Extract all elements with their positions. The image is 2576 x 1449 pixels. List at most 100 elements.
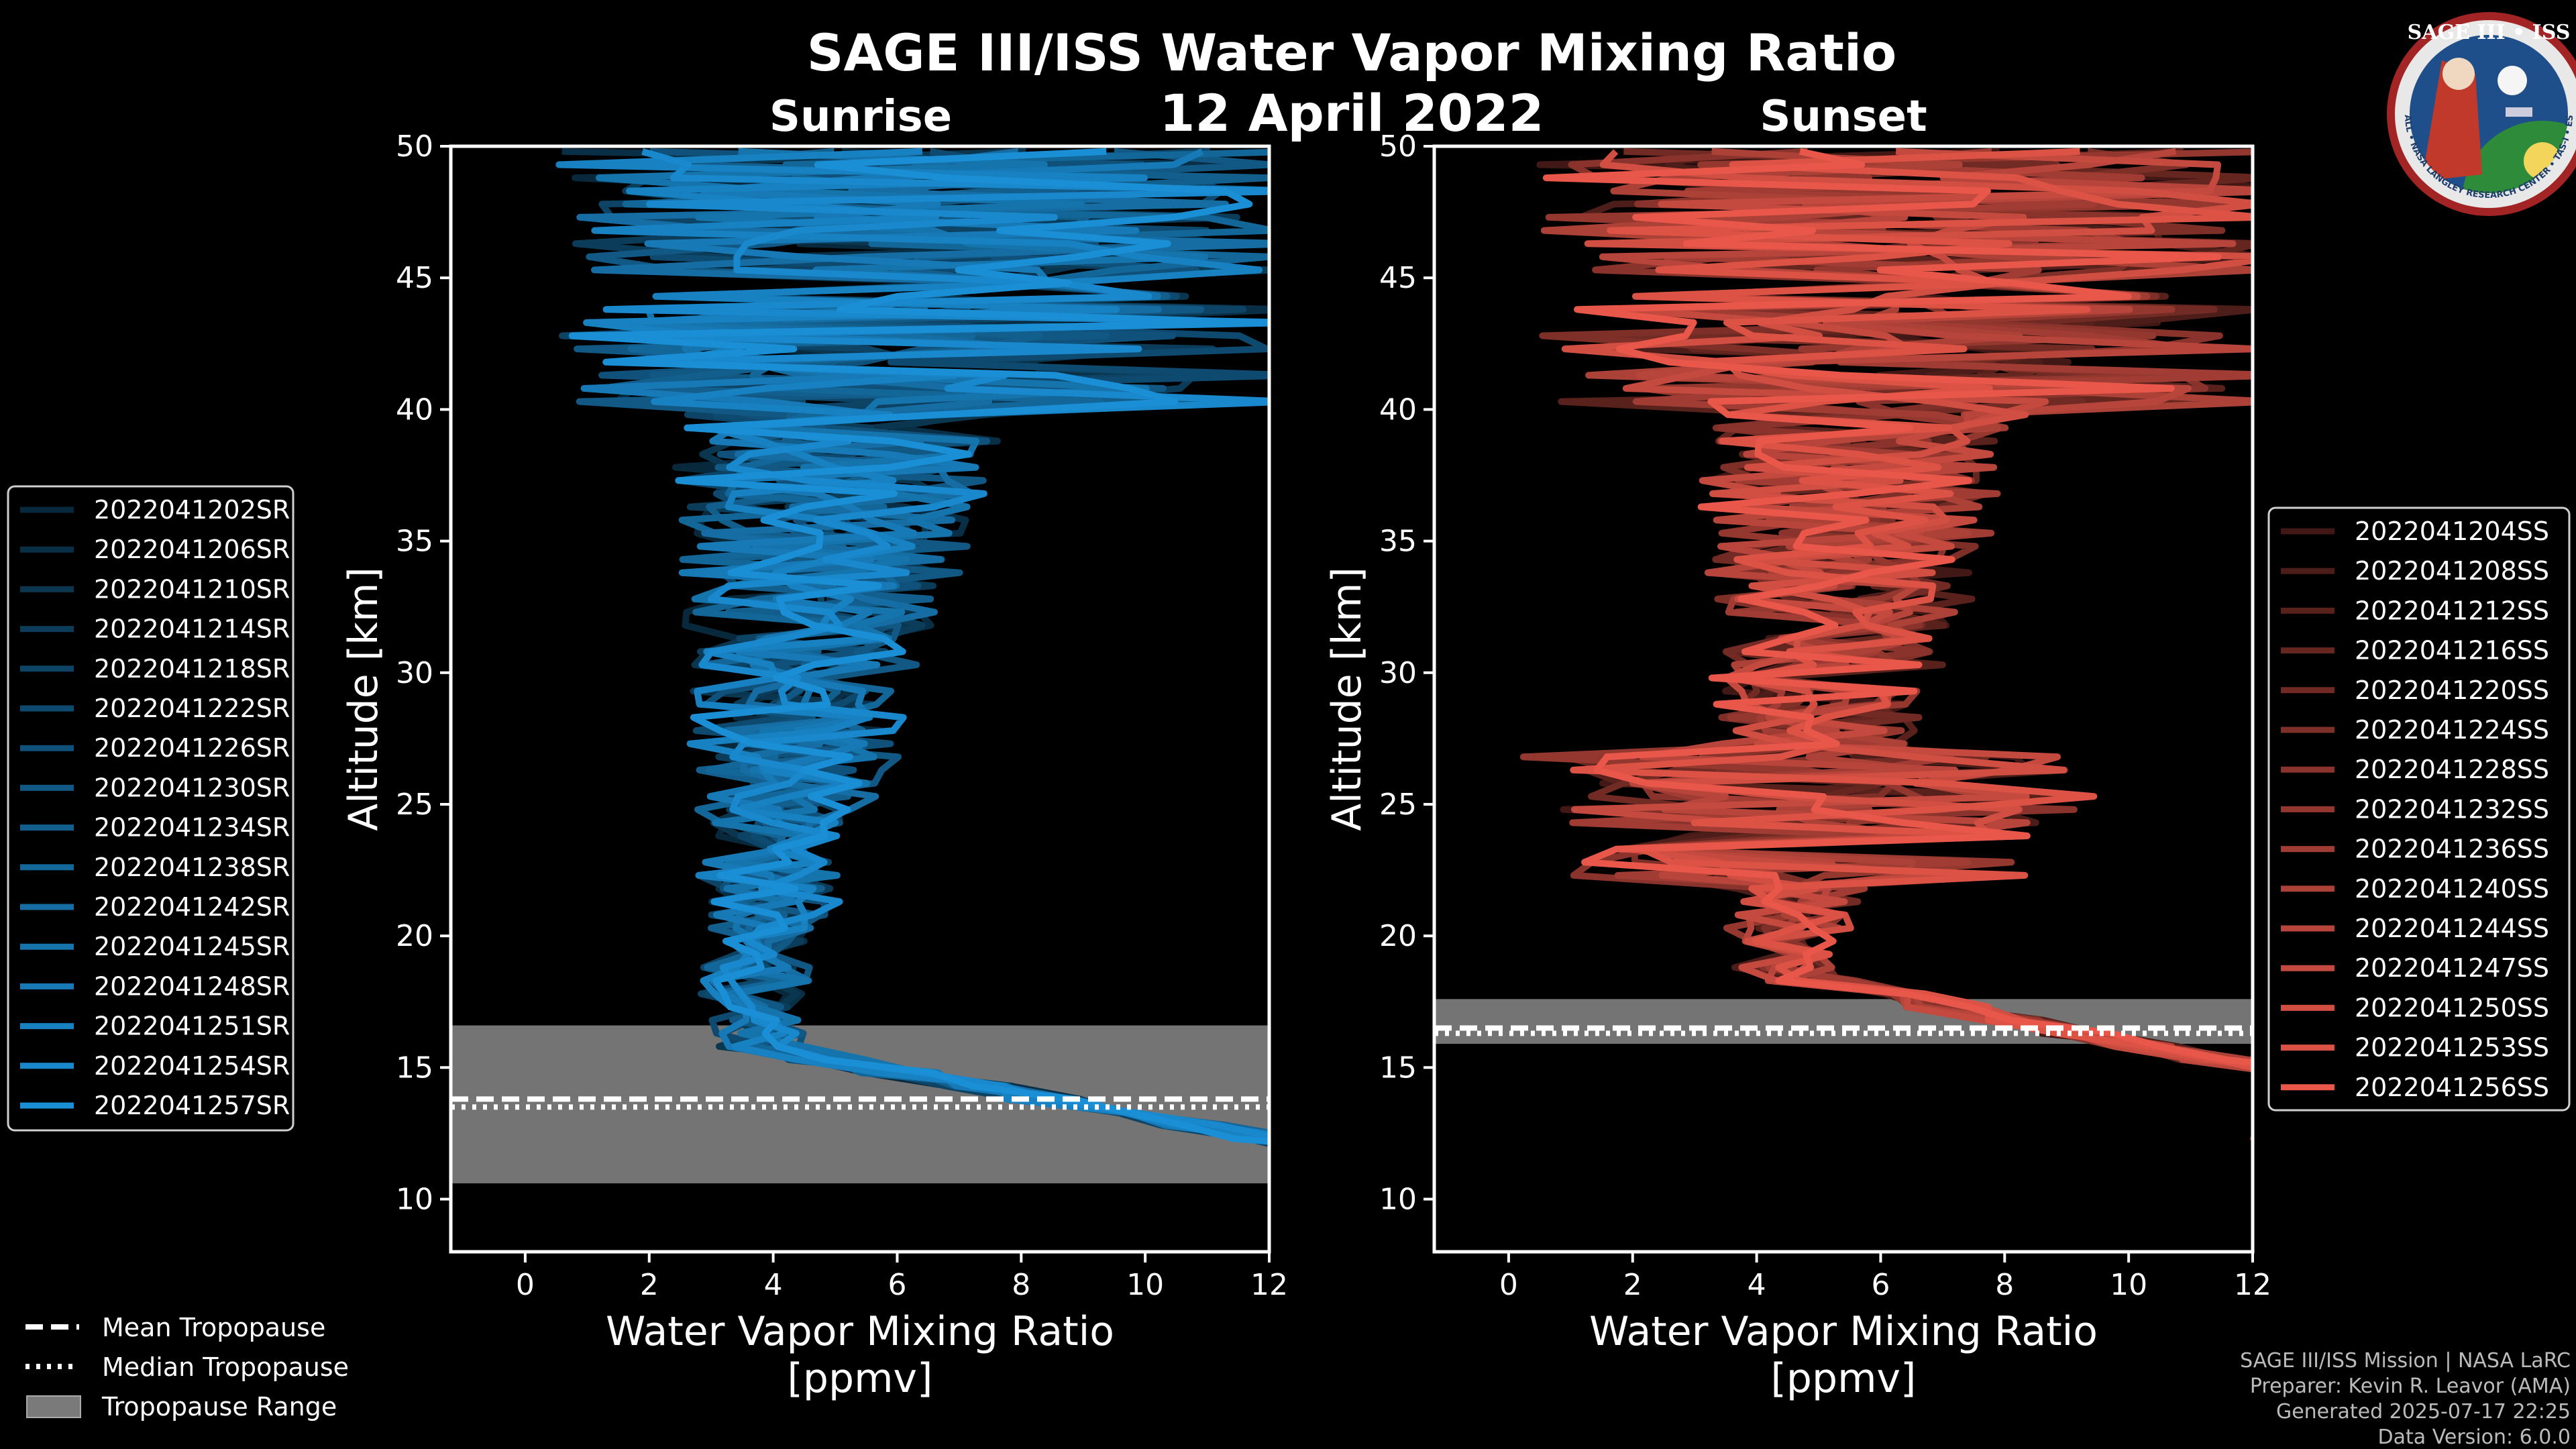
- sunset-legend: 2022041204SS 2022041208SS 2022041212SS 2022…: [2267, 506, 2571, 1112]
- legend-label-2022041257SR: 2022041257SR: [94, 1091, 290, 1120]
- legend-label-2022041245SR: 2022041245SR: [94, 932, 290, 961]
- legend-label-2022041232SS: 2022041232SS: [2355, 794, 2549, 824]
- mean-tropopause-label: Mean Tropopause: [102, 1313, 325, 1342]
- legend-label-2022041210SR: 2022041210SR: [94, 574, 290, 604]
- sunset-panel: 0 2 4 6 8 10 12 10 15 20 25 30 35 40 45 50 Water Vapor M…: [1324, 129, 2271, 1402]
- profile-line-2022041257SR: [568, 148, 1269, 1145]
- x-tick-label: 10: [1126, 1268, 1164, 1302]
- credits-block: SAGE III/ISS Mission | NASA LaRC Prepare…: [2240, 1349, 2571, 1449]
- x-tick-label: 8: [1995, 1268, 2014, 1302]
- legend-label-2022041240SS: 2022041240SS: [2355, 874, 2549, 904]
- credit-preparer: Preparer: Kevin R. Leavor (AMA): [2250, 1375, 2571, 1398]
- legend-label-2022041256SS: 2022041256SS: [2355, 1073, 2549, 1102]
- x-tick-label: 0: [516, 1268, 535, 1302]
- x-tick-label: 0: [1499, 1268, 1518, 1302]
- legend-label-2022041226SR: 2022041226SR: [94, 733, 290, 763]
- y-tick-label: 15: [1379, 1051, 1417, 1085]
- axes-frame: [1432, 144, 2255, 1254]
- y-tick-label: 35: [396, 525, 433, 559]
- legend-label-2022041238SR: 2022041238SR: [94, 853, 290, 882]
- y-tick-label: 45: [1379, 261, 1417, 295]
- legend-label-2022041220SS: 2022041220SS: [2355, 676, 2549, 705]
- x-tick-label: 4: [764, 1268, 783, 1302]
- sunrise-panel-title: Sunrise: [769, 92, 952, 142]
- profile-lines: [555, 148, 1269, 1242]
- y-tick-label: 10: [396, 1183, 433, 1217]
- legend-label-2022041204SS: 2022041204SS: [2355, 517, 2549, 546]
- x-tick-label: 6: [888, 1268, 906, 1302]
- badge-moon: [2498, 66, 2527, 95]
- tropopause-legend: Mean Tropopause Median Tropopause Tropop…: [25, 1313, 349, 1421]
- y-tick-label: 10: [1379, 1183, 1417, 1217]
- legend-label-2022041212SS: 2022041212SS: [2355, 596, 2549, 625]
- y-tick-label: 30: [1379, 656, 1417, 690]
- legend-label-2022041222SR: 2022041222SR: [94, 694, 290, 723]
- y-tick-label: 50: [396, 129, 433, 164]
- legend-label-2022041254SR: 2022041254SR: [94, 1051, 290, 1081]
- x-tick-label: 12: [1250, 1268, 1288, 1302]
- y-tick-label: 40: [396, 392, 433, 427]
- x-tick-label: 2: [1623, 1268, 1642, 1302]
- legend-label-2022041244SS: 2022041244SS: [2355, 914, 2549, 943]
- legend-label-2022041251SR: 2022041251SR: [94, 1012, 290, 1041]
- badge-wizard-robe: [2422, 60, 2482, 181]
- legend-label-2022041214SR: 2022041214SR: [94, 614, 290, 644]
- legend-label-2022041242SR: 2022041242SR: [94, 892, 290, 922]
- legend-label-2022041202SR: 2022041202SR: [94, 495, 290, 525]
- y-tick-label: 50: [1379, 129, 1417, 164]
- y-tick-label: 20: [396, 919, 433, 953]
- y-tick-label: 35: [1379, 525, 1417, 559]
- badge-station: [2506, 107, 2532, 117]
- y-tick-label: 20: [1379, 919, 1417, 953]
- profile-lines: [1519, 148, 2253, 1142]
- credit-generated: Generated 2025-07-17 22:25: [2276, 1400, 2571, 1424]
- legend-label-2022041230SR: 2022041230SR: [94, 773, 290, 802]
- legend-label-2022041250SS: 2022041250SS: [2355, 993, 2549, 1022]
- tropopause-range-swatch: [26, 1395, 81, 1418]
- y-tick-label: 25: [1379, 788, 1417, 822]
- legend-label-2022041248SR: 2022041248SR: [94, 971, 290, 1001]
- legend-label-2022041247SS: 2022041247SS: [2355, 953, 2549, 983]
- x-tick-label: 4: [1748, 1268, 1766, 1302]
- legend-label-2022041253SS: 2022041253SS: [2355, 1033, 2549, 1063]
- x-tick-label: 6: [1871, 1268, 1890, 1302]
- y-axis-label: Altitude [km]: [340, 567, 387, 831]
- legend-label-2022041236SS: 2022041236SS: [2355, 835, 2549, 864]
- tropopause-range-label: Tropopause Range: [101, 1392, 337, 1421]
- sunrise-legend: 2022041202SR 2022041206SR 2022041210SR 2022…: [7, 485, 294, 1132]
- credit-mission: SAGE III/ISS Mission | NASA LaRC: [2240, 1349, 2571, 1373]
- x-tick-label: 8: [1012, 1268, 1030, 1302]
- x-tick-label: 10: [2110, 1268, 2147, 1302]
- x-axis-label: Water Vapor Mixing Ratio: [1589, 1308, 2098, 1355]
- y-tick-label: 30: [396, 656, 433, 690]
- x-axis-unit: [ppmv]: [788, 1355, 933, 1402]
- x-axis-unit: [ppmv]: [1771, 1355, 1917, 1402]
- figure-date: 12 April 2022: [1159, 83, 1544, 143]
- badge-wizard-face: [2443, 58, 2475, 90]
- badge-earth: [2462, 121, 2568, 193]
- y-axis-label: Altitude [km]: [1324, 567, 1371, 831]
- sunset-legend-frame: [2267, 506, 2571, 1112]
- y-tick-label: 15: [396, 1051, 433, 1085]
- sunrise-panel: 0 2 4 6 8 10 12 10 15 20 25 30 35 40 45 50 Water Vapor M…: [340, 129, 1288, 1402]
- y-tick-label: 25: [396, 788, 433, 822]
- sunrise-legend-frame: [7, 485, 294, 1132]
- figure-title: SAGE III/ISS Water Vapor Mixing Ratio: [807, 23, 1897, 83]
- x-tick-label: 2: [640, 1268, 659, 1302]
- legend-label-2022041228SS: 2022041228SS: [2355, 755, 2549, 784]
- credit-version: Data Version: 6.0.0: [2378, 1426, 2571, 1449]
- axes-frame: [449, 144, 1271, 1254]
- legend-label-2022041224SS: 2022041224SS: [2355, 715, 2549, 745]
- y-tick-label: 45: [396, 261, 433, 295]
- legend-label-2022041216SS: 2022041216SS: [2355, 636, 2549, 665]
- x-tick-label: 12: [2234, 1268, 2271, 1302]
- x-axis-label: Water Vapor Mixing Ratio: [606, 1308, 1114, 1355]
- badge-title-text: SAGE III • ISS: [2408, 21, 2571, 44]
- legend-label-2022041218SR: 2022041218SR: [94, 654, 290, 684]
- median-tropopause-label: Median Tropopause: [102, 1352, 349, 1382]
- legend-label-2022041234SR: 2022041234SR: [94, 813, 290, 843]
- legend-label-2022041208SS: 2022041208SS: [2355, 556, 2549, 586]
- profile-line-2022041256SS: [1542, 148, 2253, 1067]
- sunset-panel-title: Sunset: [1760, 92, 1927, 142]
